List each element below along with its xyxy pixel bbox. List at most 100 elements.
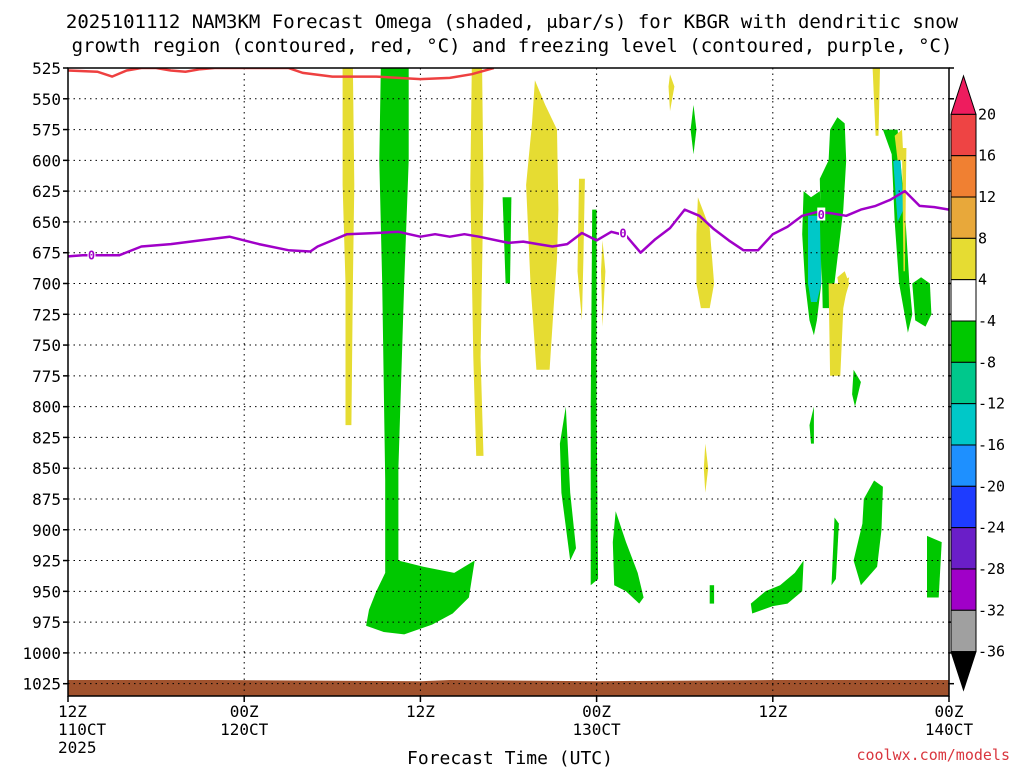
x-tick-label-0-1: 110CT — [58, 720, 107, 739]
omega-region-21 — [828, 277, 850, 376]
x-tick-label-5-1: 140CT — [925, 720, 974, 739]
y-tick-label-10: 775 — [32, 367, 61, 386]
omega-region-3 — [502, 197, 512, 284]
omega-region-31 — [927, 535, 942, 598]
omega-shading-layer — [342, 68, 942, 635]
y-tick-label-7: 700 — [32, 274, 61, 293]
colorbar-bottom-arrow — [950, 651, 977, 692]
omega-region-7 — [590, 209, 599, 586]
omega-region-22 — [837, 271, 850, 309]
freezing-label-bg-0 — [87, 248, 96, 262]
y-tick-label-2: 575 — [32, 121, 61, 140]
colorbar-swatch-9 — [950, 485, 977, 529]
colorbar-swatch-7 — [950, 403, 977, 446]
colorbar-label-7: -12 — [978, 395, 1005, 413]
omega-region-2 — [470, 68, 484, 456]
x-tick-label-4-0: 12Z — [758, 702, 787, 721]
colorbar-label-5: -4 — [978, 312, 996, 330]
y-tick-label-9: 750 — [32, 336, 61, 355]
dgz-contour-line — [68, 68, 495, 81]
y-tick-label-0: 525 — [32, 59, 61, 78]
y-tick-label-20: 1025 — [22, 675, 61, 694]
x-tick-label-2-0: 12Z — [406, 702, 435, 721]
omega-region-17 — [808, 215, 822, 302]
omega-region-10 — [668, 74, 675, 112]
colorbar-swatch-1 — [950, 155, 977, 198]
y-tick-label-6: 675 — [32, 244, 61, 263]
colorbar-label-13: -36 — [978, 643, 1005, 661]
x-tick-label-3-1: 130CT — [573, 720, 622, 739]
omega-region-25 — [872, 68, 880, 136]
colorbar-swatch-4 — [950, 279, 977, 322]
y-tick-label-1: 550 — [32, 90, 61, 109]
y-tick-label-15: 900 — [32, 521, 61, 540]
colorbar-swatch-2 — [950, 196, 977, 239]
colorbar-label-8: -16 — [978, 436, 1005, 454]
y-axis: 525 550 575 600 625 650 675 700 725 750 775 800 825 8… — [22, 59, 954, 694]
colorbar-top-arrow — [950, 74, 977, 115]
surface-layer — [68, 680, 949, 696]
colorbar-swatch-5 — [950, 320, 977, 363]
y-tick-label-4: 625 — [32, 182, 61, 201]
y-tick-label-11: 800 — [32, 398, 61, 417]
omega-region-15 — [750, 560, 804, 614]
x-tick-label-5-0: 00Z — [935, 702, 964, 721]
colorbar-swatch-8 — [950, 444, 977, 487]
y-tick-label-12: 825 — [32, 428, 61, 447]
omega-region-27 — [893, 160, 904, 222]
freezing-level-label-2: 0 — [818, 208, 825, 222]
freezing-level-label-1: 0 — [619, 227, 626, 241]
chart-title-line-1: 2025101112 NAM3KM Forecast Omega (shaded… — [66, 11, 959, 33]
omega-region-24 — [853, 480, 883, 586]
freezing-label-bg-1 — [619, 226, 628, 240]
omega-region-29 — [902, 148, 907, 272]
y-tick-label-17: 950 — [32, 582, 61, 601]
omega-region-9 — [612, 511, 644, 604]
colorbar-label-11: -28 — [978, 560, 1005, 578]
y-tick-label-8: 725 — [32, 305, 61, 324]
omega-region-20 — [831, 517, 839, 586]
surface-band — [68, 680, 949, 696]
colorbar-label-12: -32 — [978, 601, 1005, 619]
omega-region-19 — [809, 406, 814, 444]
grid-layer — [67, 67, 950, 696]
omega-region-11 — [690, 104, 697, 155]
omega-region-4 — [526, 80, 559, 370]
omega-region-8 — [601, 240, 606, 327]
chart-title-line-2: growth region (contoured, red, °C) and f… — [72, 35, 953, 57]
x-tick-label-1-1: 120CT — [220, 720, 269, 739]
omega-region-30 — [912, 277, 932, 327]
x-tick-label-0-0: 12Z — [58, 702, 87, 721]
colorbar-label-6: -8 — [978, 353, 996, 371]
omega-region-0 — [342, 68, 355, 426]
colorbar-label-10: -24 — [978, 519, 1005, 537]
colorbar-swatch-6 — [950, 361, 977, 405]
x-tick-label-3-0: 00Z — [582, 702, 611, 721]
colorbar-swatch-0 — [950, 113, 977, 157]
freezing-level-line — [67, 189, 950, 258]
y-tick-label-3: 600 — [32, 151, 61, 170]
colorbar-label-3: 8 — [978, 229, 987, 247]
colorbar-swatch-11 — [950, 568, 977, 611]
colorbar-swatch-12 — [950, 609, 977, 653]
watermark: coolwx.com/models — [856, 746, 1010, 764]
freezing-level-label-0: 0 — [88, 249, 95, 263]
colorbar-label-0: 20 — [978, 105, 996, 123]
y-tick-label-5: 650 — [32, 213, 61, 232]
colorbar-label-2: 12 — [978, 188, 996, 206]
x-tick-label-0-2: 2025 — [58, 738, 97, 757]
y-tick-label-19: 1000 — [22, 644, 61, 663]
omega-region-1 — [366, 68, 475, 635]
omega-region-26 — [882, 129, 913, 333]
plot-frame — [67, 67, 950, 697]
x-axis-label: Forecast Time (UTC) — [407, 748, 613, 768]
freezing-label-bg-2 — [817, 207, 826, 221]
colorbar-label-4: 4 — [978, 271, 987, 289]
colorbar-swatch-10 — [950, 527, 977, 570]
x-tick-label-1-0: 00Z — [230, 702, 259, 721]
contour-layer: 0 0 0 — [67, 68, 950, 263]
y-tick-label-18: 975 — [32, 613, 61, 632]
omega-region-28 — [894, 129, 904, 161]
